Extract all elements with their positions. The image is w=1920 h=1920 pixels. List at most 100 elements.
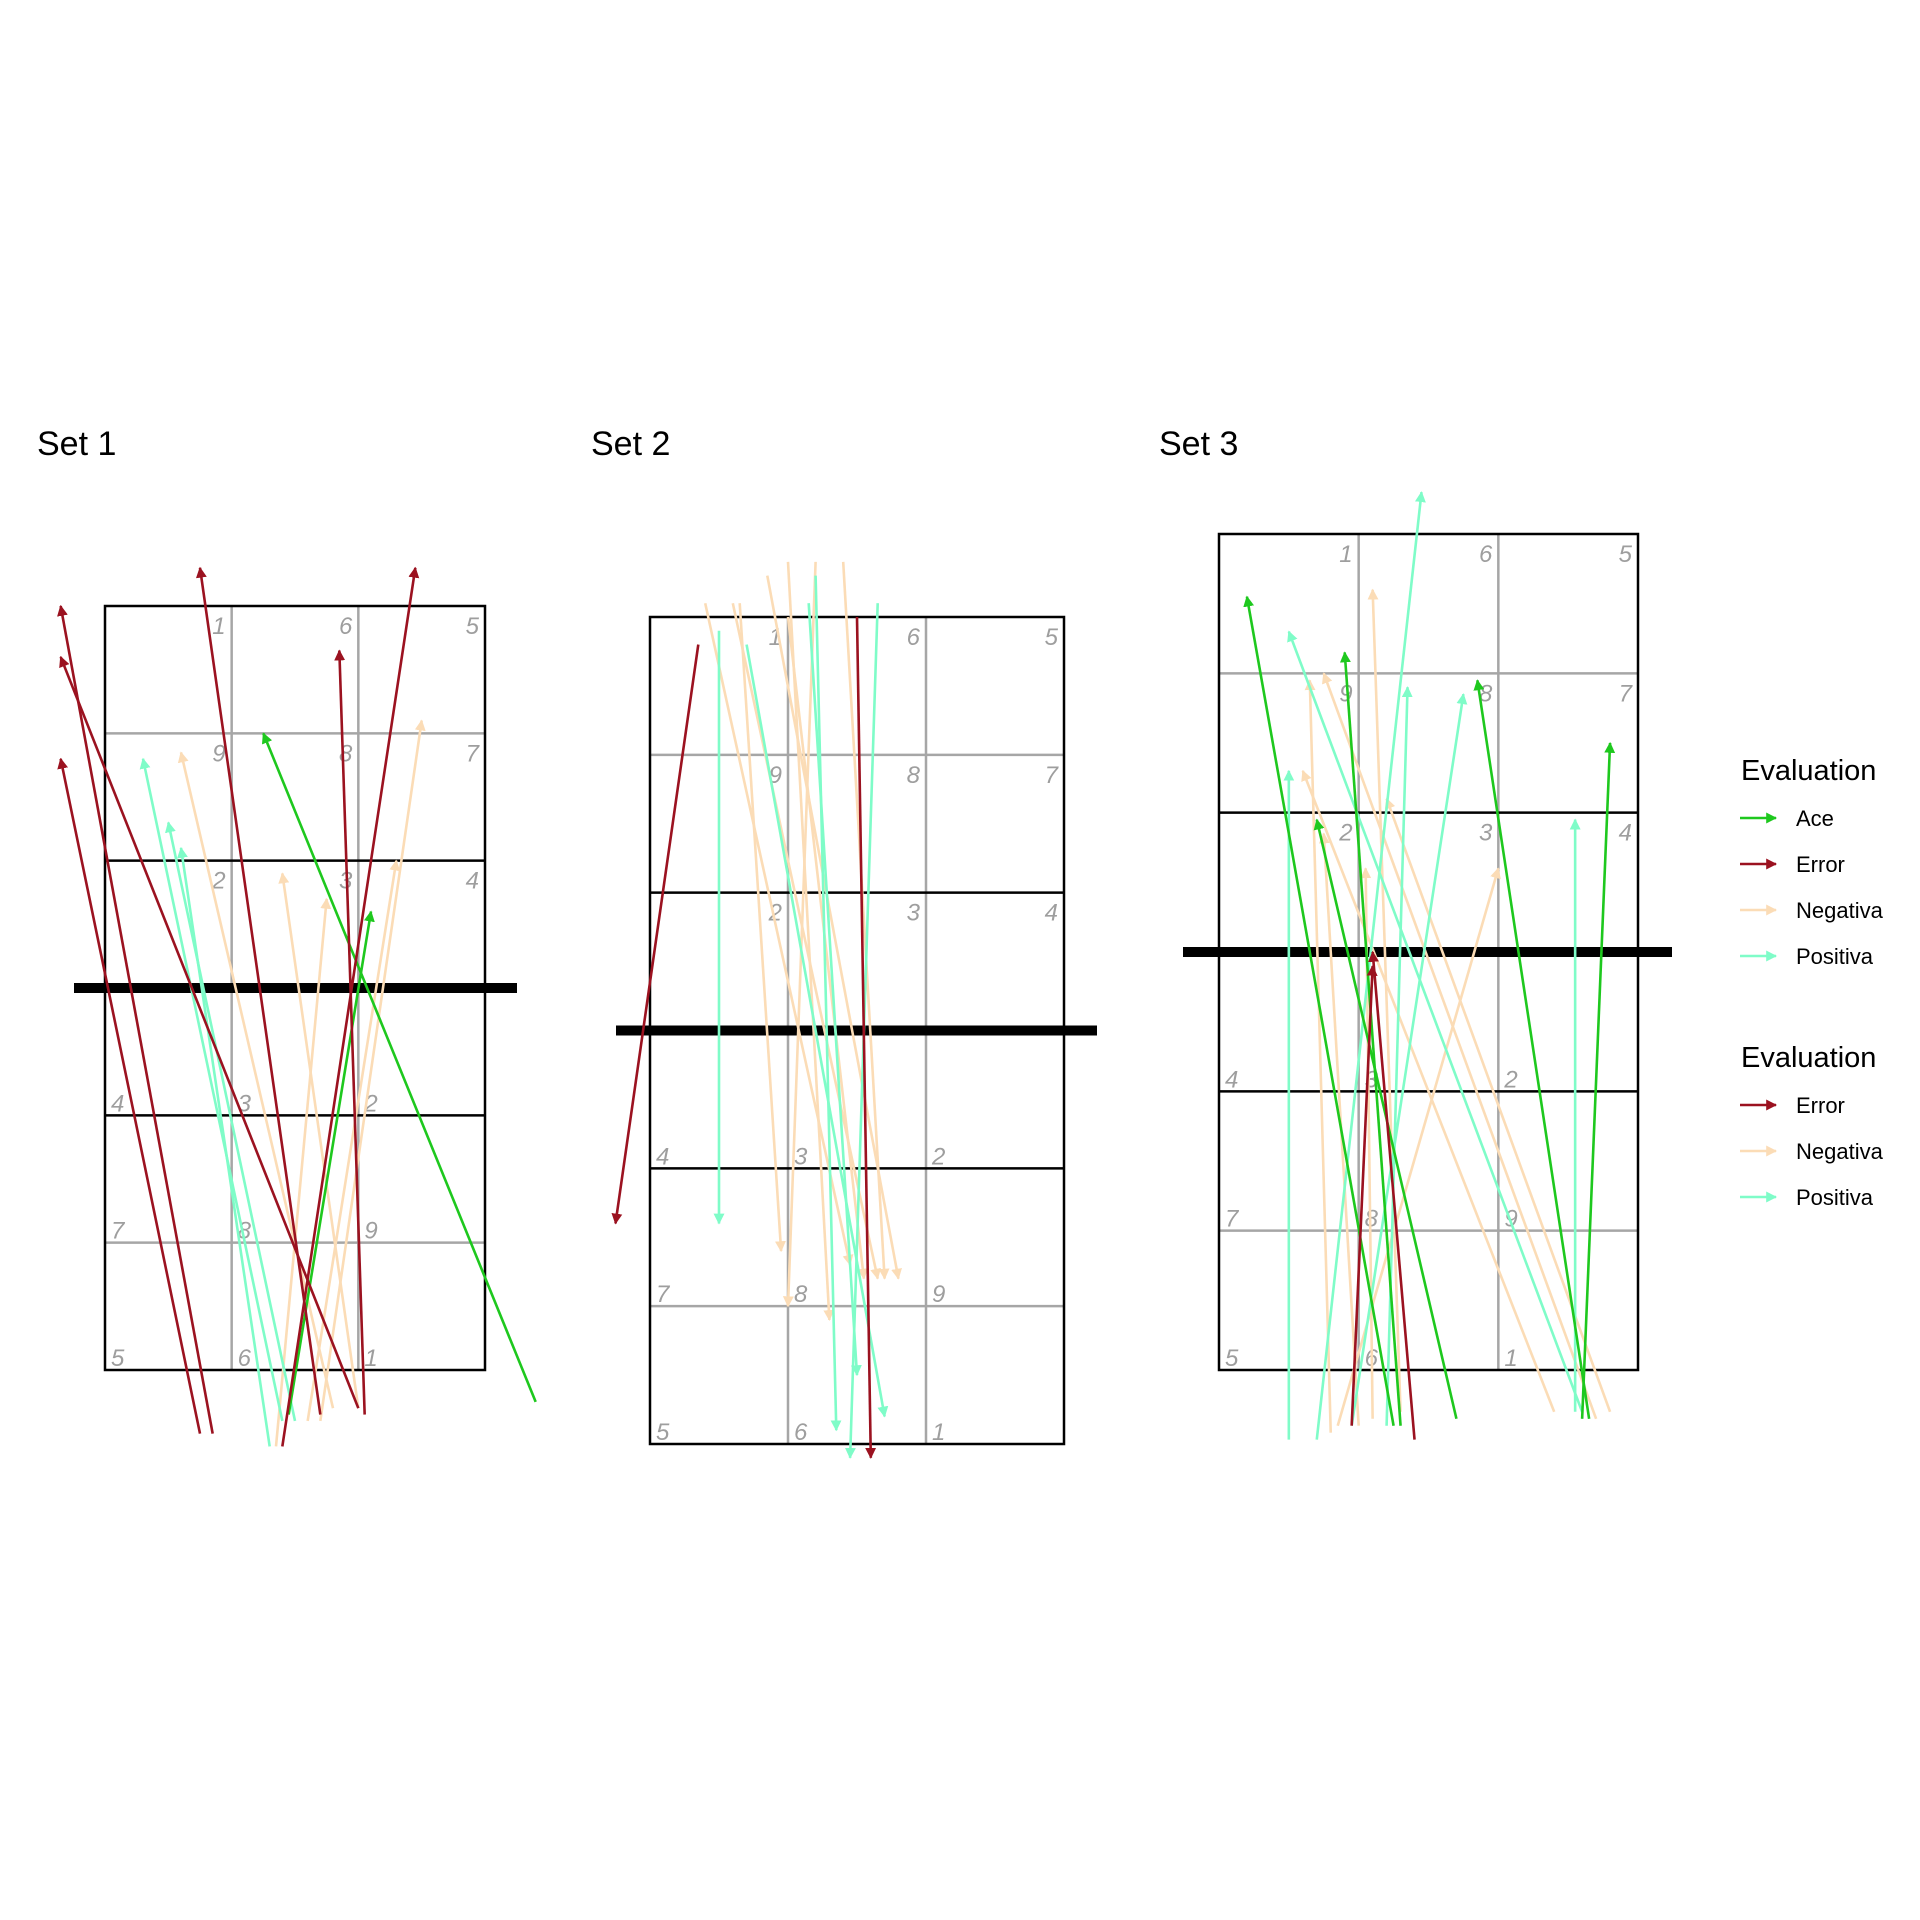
zone-number: 9: [364, 1218, 377, 1245]
panel-title: Set 1: [37, 425, 116, 463]
serve-arrows: [611, 561, 902, 1459]
legend-title: Evaluation: [1741, 755, 1876, 787]
zone-number: 5: [656, 1419, 670, 1446]
serve-arrow-positiva: [139, 757, 284, 1422]
zone-number: 7: [466, 740, 481, 767]
serve-arrow-ace: [1580, 741, 1616, 1419]
legend-label: Positiva: [1796, 1185, 1874, 1210]
serve-arrow-error: [281, 566, 420, 1447]
zone-number: 7: [1225, 1206, 1240, 1233]
legend-label: Error: [1796, 852, 1845, 877]
zone-number: 1: [1504, 1345, 1517, 1372]
serve-arrow-negativa: [1321, 672, 1598, 1420]
legend: Evaluation Error Negativa Positiva: [1740, 1042, 1884, 1210]
serve-arrow-negativa: [1301, 769, 1556, 1413]
zone-number: 7: [656, 1281, 671, 1308]
serve-arrow-positiva: [177, 846, 271, 1447]
panel-set-2: Set 21 6 59 8 72 3 44 3 27 8 95 6 1: [591, 425, 1097, 1459]
zone-number: 4: [1619, 820, 1632, 847]
serve-arrow-error: [59, 655, 360, 1409]
panel-set-3: Set 3165987234432789561: [1159, 425, 1672, 1440]
serve-arrow-negativa: [738, 603, 786, 1253]
zone-number: 5: [111, 1345, 125, 1372]
zone-number: 9: [932, 1281, 945, 1308]
zone-number: 2: [931, 1143, 945, 1170]
serve-arrow-error: [334, 649, 366, 1415]
zone-number: 3: [794, 1143, 808, 1170]
serve-arrow-negativa: [306, 859, 401, 1422]
zone-number: 5: [1619, 541, 1633, 568]
zone-number: 2: [211, 868, 225, 895]
serve-arrow-negativa: [1367, 588, 1402, 1412]
zone-number: 6: [794, 1419, 808, 1446]
serve-arrow-negativa: [278, 872, 360, 1409]
zone-number: 3: [907, 900, 921, 927]
zone-number: 8: [1365, 1206, 1379, 1233]
panel-title: Set 2: [591, 425, 670, 463]
serve-arrow-negativa: [782, 561, 817, 1308]
serve-arrow-negativa: [1336, 867, 1501, 1427]
zone-number: 4: [1225, 1066, 1238, 1093]
serve-arrow-positiva: [745, 644, 889, 1418]
legend-item-negativa: Negativa: [1740, 898, 1884, 923]
legend-label: Ace: [1796, 806, 1834, 831]
serve-arrow-ace: [1473, 679, 1591, 1419]
serve-arrow-negativa: [786, 616, 869, 1280]
serve-arrow-ace: [287, 910, 375, 1415]
serve-arrow-error: [611, 644, 700, 1225]
panel-set-1: Set 11 6 59 8 72 3 44 3 27 8 95 6 1: [37, 425, 537, 1447]
serve-arrow-ace: [1339, 651, 1402, 1426]
serve-arrow-ace: [1243, 595, 1395, 1426]
legend-item-positiva: Positiva: [1740, 1185, 1874, 1210]
zone-number: 7: [1045, 762, 1060, 789]
zone-number: 8: [794, 1281, 808, 1308]
zone-number: 2: [1503, 1066, 1517, 1093]
legend-label: Negativa: [1796, 898, 1884, 923]
serve-arrow-positiva: [1350, 693, 1468, 1426]
serve-arrow-positiva: [807, 603, 862, 1377]
zone-number: 1: [212, 613, 225, 640]
serve-arrow-negativa: [703, 602, 854, 1266]
legend-item-error: Error: [1740, 1093, 1845, 1118]
zone-number: 1: [932, 1419, 945, 1446]
serve-arrow-error: [1368, 950, 1416, 1440]
serve-arrow-positiva: [1385, 686, 1413, 1426]
serve-arrow-error: [855, 616, 877, 1459]
zone-number: 5: [466, 613, 480, 640]
zone-number: 4: [466, 868, 479, 895]
serve-arrow-positiva: [814, 575, 842, 1432]
zone-number: 1: [1339, 541, 1352, 568]
legend-item-positiva: Positiva: [1740, 944, 1874, 969]
legend-item-error: Error: [1740, 852, 1845, 877]
zone-number: 5: [1225, 1345, 1239, 1372]
serve-arrow-error: [1350, 964, 1378, 1426]
zone-number: 6: [339, 613, 353, 640]
legend-item-ace: Ace: [1740, 806, 1834, 831]
serve-arrow-negativa: [274, 897, 332, 1447]
zone-number: 4: [656, 1143, 669, 1170]
zone-number: 6: [1479, 541, 1493, 568]
legend-label: Positiva: [1796, 944, 1874, 969]
zone-number: 1: [364, 1345, 377, 1372]
serve-arrow-negativa: [1304, 679, 1333, 1433]
serve-arrow-negativa: [841, 561, 890, 1280]
zone-number: 8: [339, 740, 353, 767]
serve-arrow-ace: [261, 732, 537, 1403]
zone-number: 3: [1479, 820, 1493, 847]
legend: Evaluation Ace Error Negativa Positiva: [1740, 755, 1884, 969]
zone-number: 5: [1045, 624, 1059, 651]
serve-arrow-negativa: [731, 602, 881, 1280]
zone-number: 4: [111, 1090, 124, 1117]
zone-number: 8: [907, 762, 921, 789]
zone-number: 2: [1338, 820, 1352, 847]
zone-number: 7: [111, 1218, 126, 1245]
legend-item-negativa: Negativa: [1740, 1139, 1884, 1164]
legend-label: Negativa: [1796, 1139, 1884, 1164]
serve-arrow-error: [57, 604, 214, 1434]
serve-arrow-positiva: [1287, 630, 1584, 1413]
legend-title: Evaluation: [1741, 1042, 1876, 1074]
zone-number: 7: [1619, 680, 1634, 707]
serve-arrow-error: [195, 566, 322, 1415]
legend-label: Error: [1796, 1093, 1845, 1118]
